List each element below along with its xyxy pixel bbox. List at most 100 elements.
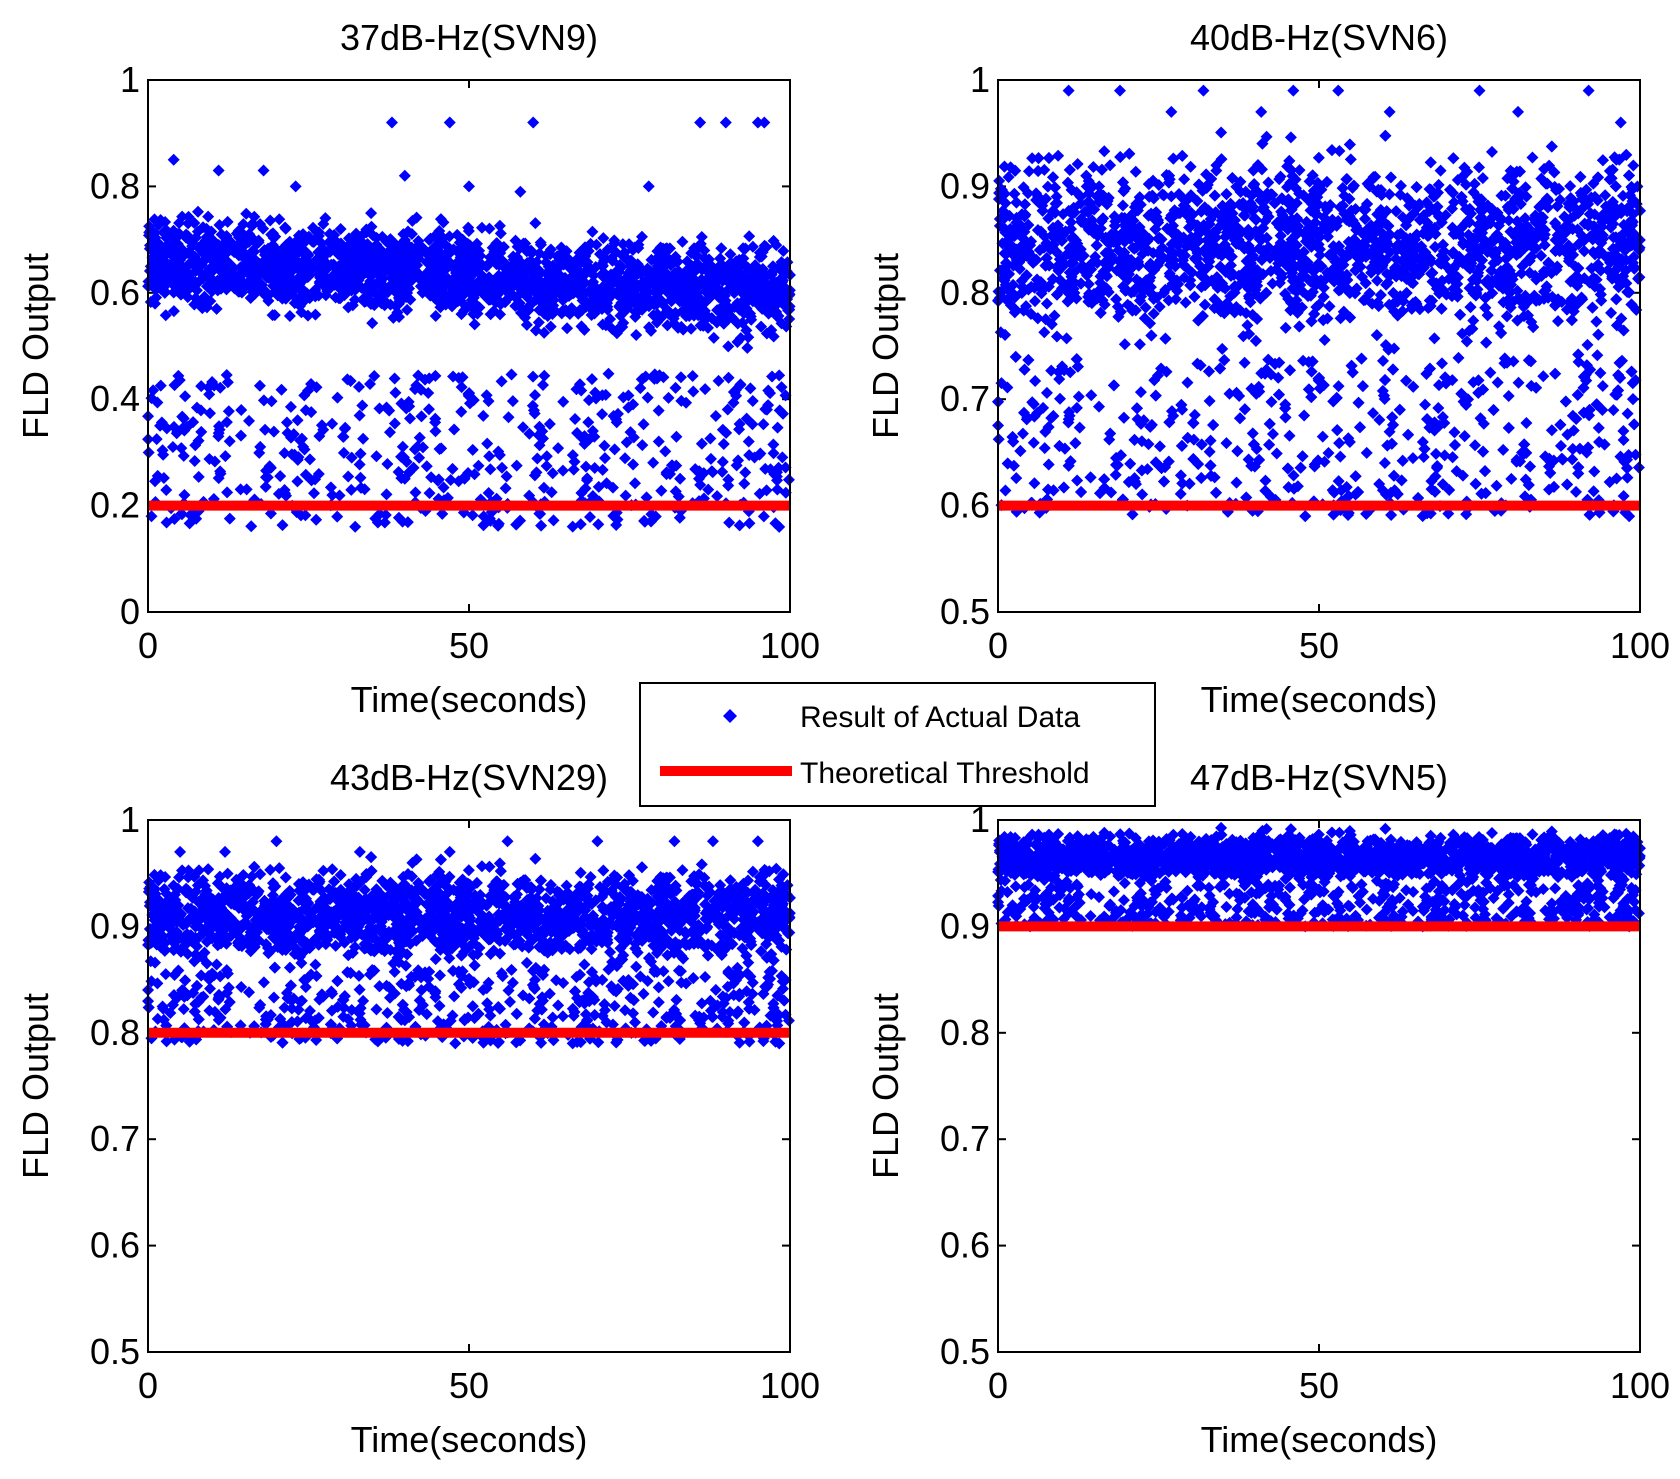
panel-1-data-point (727, 264, 740, 277)
panel-1-data-point (580, 474, 593, 487)
panel-1-data-point (223, 512, 236, 525)
panel-1-data-point (323, 245, 336, 258)
panel-2-data-point (1448, 196, 1461, 209)
panel-1-data-point (722, 371, 735, 384)
panel-2-data-point (1042, 458, 1055, 471)
panel-1-data-point (187, 416, 200, 429)
panel-1-data-point (496, 461, 509, 474)
panel-1-data-point (546, 467, 559, 480)
panel-1-data-point (536, 425, 549, 438)
panel-1-data-point (179, 390, 192, 403)
panel-1-data-point (671, 273, 684, 286)
panel-2-data-point (1460, 508, 1473, 521)
panel-1-data-point (354, 263, 367, 276)
panel-1-data-point (264, 214, 277, 227)
panel-2-data-point (1246, 427, 1259, 440)
panel-2-data-point (1389, 252, 1402, 265)
panel-1-data-point (359, 247, 372, 260)
panel-1-data-point (531, 272, 544, 285)
panel-2-data-point (1050, 190, 1063, 203)
panel-1-data-point (239, 263, 252, 276)
panel-1-data-point (243, 231, 256, 244)
panel-1-data-point (607, 410, 620, 423)
panel-1-data-point (722, 340, 735, 353)
panel-1-data-point (648, 298, 661, 311)
panel-1-data-point (686, 260, 699, 273)
panel-1-data-point (262, 271, 275, 284)
panel-1-data-point (578, 430, 591, 443)
panel-1-data-point (601, 300, 614, 313)
panel-1-data-point (770, 239, 783, 252)
panel-2-data-point (1075, 251, 1088, 264)
panel-2-data-point (1473, 161, 1486, 174)
panel-1-data-point (504, 282, 517, 295)
panel-1-data-point (195, 380, 208, 393)
panel-1-data-point (221, 486, 234, 499)
panel-1-data-point (773, 520, 786, 533)
panel-1-data-point (751, 116, 764, 129)
panel-1-data-point (545, 486, 558, 499)
panel-2-data-point (1564, 180, 1577, 193)
panel-1-data-point (245, 520, 258, 533)
panel-1-data-point (234, 429, 247, 442)
panel-1-data-point (741, 341, 754, 354)
panel-1-data-point (627, 398, 640, 411)
panel-1-data-point (432, 244, 445, 257)
panel-1-data-point (536, 379, 549, 392)
panel-2-data-point (1521, 309, 1534, 322)
panel-1-data-point (310, 513, 323, 526)
panel-2-data-point (1545, 424, 1558, 437)
panel-1-data-point (685, 322, 698, 335)
panel-1-data-point (323, 236, 336, 249)
panel-1-data-point (342, 301, 355, 314)
panel-2-data-point (1050, 330, 1063, 343)
panel-2-data-point (1240, 491, 1253, 504)
panel-1-data-point (608, 443, 621, 456)
panel-1-data-point (644, 265, 657, 278)
panel-1-data-point (495, 375, 508, 388)
panel-2-data-point (1448, 426, 1461, 439)
panel-1-data-point (534, 238, 547, 251)
panel-1-data-point (610, 246, 623, 259)
panel-2-data-point (1279, 321, 1292, 334)
panel-1-data-point (266, 239, 279, 252)
panel-1-data-point (196, 256, 209, 269)
panel-1-data-point (298, 443, 311, 456)
panel-1-data-point (643, 321, 656, 334)
panel-2-data-point (1395, 474, 1408, 487)
panel-1-data-point (782, 473, 795, 486)
panel-1-data-point (297, 287, 310, 300)
panel-1-data-point (757, 418, 770, 431)
panel-1-data-point (415, 410, 428, 423)
panel-1-data-point (158, 279, 171, 292)
panel-1-data-point (776, 274, 789, 287)
panel-1-data-point (634, 382, 647, 395)
panel-1-data-point (598, 439, 611, 452)
panel-1-data-point (175, 275, 188, 288)
panel-2-data-point (1519, 181, 1532, 194)
panel-1-data-point (243, 414, 256, 427)
panel-1-data-point (353, 458, 366, 471)
panel-2-data-point (1139, 301, 1152, 314)
panel-2-data-point (1045, 364, 1058, 377)
panel-1-data-point (619, 489, 632, 502)
panel-1-data-point (370, 248, 383, 261)
panel-2-data-point (1010, 472, 1023, 485)
panel-1-data-point (280, 416, 293, 429)
panel-2-data-point (1028, 477, 1041, 490)
panel-1-data-point (527, 370, 540, 383)
panel-2-data-point (1592, 421, 1605, 434)
panel-1-data-point (172, 258, 185, 271)
panel-1-data-point (466, 443, 479, 456)
panel-2-data-point (1456, 469, 1469, 482)
panel-1-data-point (743, 289, 756, 302)
panel-1-data-point (659, 445, 672, 458)
panel-1-data-point (391, 282, 404, 295)
panel-1-data-point (777, 245, 790, 258)
panel-2-data-point (1237, 209, 1250, 222)
panel-1-data-point (375, 259, 388, 272)
panel-2-data-point (1490, 479, 1503, 492)
panel-1-data-point (371, 516, 384, 529)
panel-2-data-point (1332, 475, 1345, 488)
panel-1-data-point (710, 316, 723, 329)
